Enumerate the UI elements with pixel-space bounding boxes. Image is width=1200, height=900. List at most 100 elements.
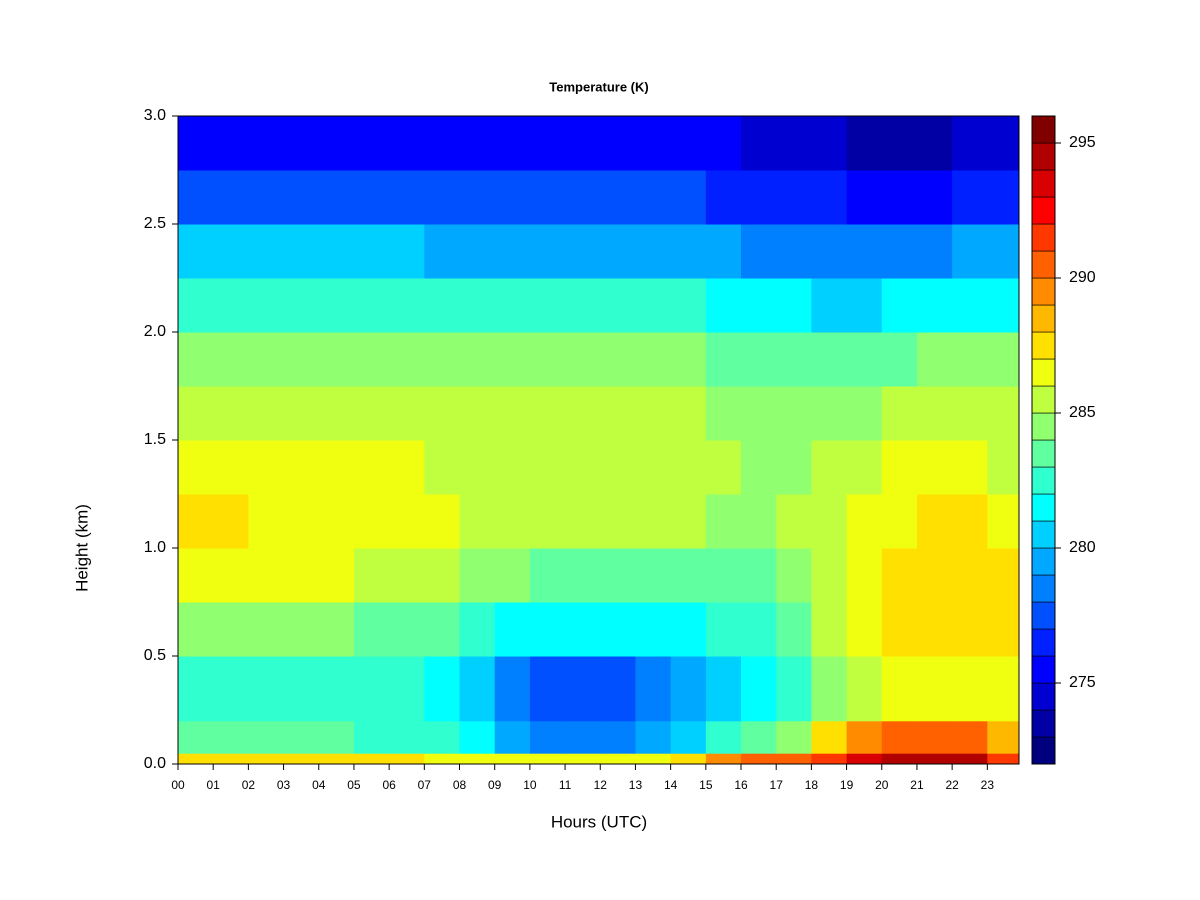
- y-axis-label: Height (km): [72, 504, 91, 592]
- heatmap-cell: [881, 656, 918, 722]
- heatmap-cell: [248, 494, 285, 549]
- heatmap-cell: [283, 602, 320, 657]
- heatmap-cell: [213, 170, 249, 225]
- heatmap-cell: [705, 656, 742, 722]
- heatmap-cell: [459, 116, 496, 171]
- heatmap-cell: [424, 494, 461, 549]
- heatmap-cell: [635, 332, 672, 387]
- heatmap-cell: [178, 170, 214, 225]
- heatmap-cell: [811, 440, 848, 495]
- colorbar-bin: [1031, 142, 1056, 171]
- heatmap-cell: [776, 278, 812, 333]
- heatmap-cell: [389, 386, 425, 441]
- colorbar-bin: [1031, 250, 1056, 279]
- heatmap-cell: [529, 548, 566, 603]
- heatmap-cell: [670, 116, 707, 171]
- heatmap-cell: [353, 332, 390, 387]
- heatmap-cell: [987, 548, 1020, 603]
- x-tick-label: 20: [875, 778, 889, 792]
- heatmap-cell: [741, 440, 777, 495]
- heatmap-cell: [178, 440, 214, 495]
- heatmap-cell: [283, 332, 320, 387]
- heatmap-cell: [389, 224, 425, 279]
- heatmap-cell: [213, 116, 249, 171]
- heatmap-cell: [494, 548, 531, 603]
- colorbar-tick-label: 290: [1069, 269, 1096, 286]
- heatmap-cell: [811, 602, 848, 657]
- heatmap-cell: [178, 548, 214, 603]
- heatmap-cell: [459, 386, 496, 441]
- heatmap-cell: [459, 224, 496, 279]
- heatmap-cell: [741, 170, 777, 225]
- heatmap-cell: [600, 548, 636, 603]
- heatmap-cell: [318, 656, 355, 722]
- heatmap-cell: [494, 494, 531, 549]
- heatmap-cell: [494, 332, 531, 387]
- heatmap-cell: [670, 170, 707, 225]
- heatmap-cell: [776, 440, 812, 495]
- heatmap-cell: [318, 116, 355, 171]
- heatmap-cell: [318, 440, 355, 495]
- heatmap-cell: [565, 224, 601, 279]
- heatmap-cell: [600, 602, 636, 657]
- colorbar-tick-label: 285: [1069, 404, 1096, 421]
- heatmap-cell: [776, 720, 812, 754]
- heatmap-cell: [248, 548, 285, 603]
- heatmap-cell: [494, 602, 531, 657]
- colorbar-bin: [1031, 358, 1056, 387]
- heatmap-cell: [987, 602, 1020, 657]
- heatmap-cell: [881, 170, 918, 225]
- heatmap-cell: [600, 278, 636, 333]
- x-tick-label: 10: [523, 778, 537, 792]
- heatmap-cell: [353, 224, 390, 279]
- heatmap-cell: [916, 386, 953, 441]
- y-tick-label: 1.0: [144, 539, 166, 556]
- heatmap-cell: [881, 116, 918, 171]
- heatmap-cell: [952, 332, 988, 387]
- heatmap-cell: [846, 440, 883, 495]
- heatmap-cell: [529, 332, 566, 387]
- heatmap-cell: [670, 602, 707, 657]
- heatmap-cell: [565, 753, 601, 765]
- heatmap-cell: [248, 170, 285, 225]
- heatmap-cell: [705, 602, 742, 657]
- heatmap-cell: [424, 753, 461, 765]
- x-tick-label: 11: [559, 778, 572, 792]
- heatmap-cell: [248, 278, 285, 333]
- x-tick-label: 04: [312, 778, 326, 792]
- colorbar-tick-label: 280: [1069, 539, 1096, 556]
- heatmap-cell: [178, 753, 214, 765]
- x-tick-label: 08: [453, 778, 467, 792]
- heatmap-cell: [283, 278, 320, 333]
- heatmap-cell: [600, 440, 636, 495]
- heatmap-cell: [494, 170, 531, 225]
- heatmap-cell: [741, 116, 777, 171]
- colorbar-bin: [1031, 709, 1056, 738]
- heatmap-cell: [565, 332, 601, 387]
- heatmap-cell: [776, 548, 812, 603]
- heatmap-cell: [565, 602, 601, 657]
- heatmap-cell: [283, 753, 320, 765]
- heatmap-cell: [705, 332, 742, 387]
- heatmap-cell: [741, 656, 777, 722]
- x-tick-label: 21: [910, 778, 924, 792]
- y-tick-label: 0.5: [144, 647, 166, 664]
- heatmap-cell: [353, 720, 390, 754]
- heatmap-cell: [424, 602, 461, 657]
- heatmap-cell: [916, 548, 953, 603]
- heatmap-cell: [670, 440, 707, 495]
- colorbar-bin: [1031, 493, 1056, 522]
- heatmap-cell: [705, 753, 742, 765]
- heatmap-cell: [741, 386, 777, 441]
- heatmap-cell: [705, 170, 742, 225]
- heatmap-cell: [248, 602, 285, 657]
- heatmap-cell: [741, 332, 777, 387]
- heatmap-cell: [952, 386, 988, 441]
- heatmap-cell: [741, 224, 777, 279]
- heatmap-cell: [916, 278, 953, 333]
- heatmap-cell: [846, 656, 883, 722]
- heatmap-cell: [670, 494, 707, 549]
- heatmap-cell: [494, 720, 531, 754]
- heatmap-cell: [952, 170, 988, 225]
- heatmap-cell: [952, 278, 988, 333]
